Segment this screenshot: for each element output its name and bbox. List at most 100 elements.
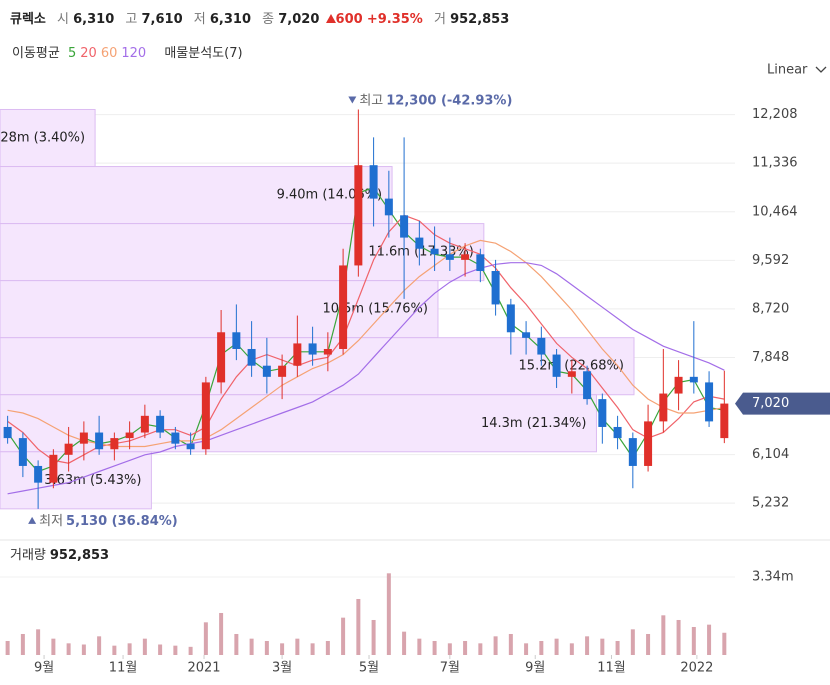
scale-mode[interactable]: Linear	[767, 63, 808, 78]
candle-body	[644, 421, 653, 466]
volume-bar	[264, 640, 269, 655]
volume-bar	[203, 622, 208, 655]
volume-bar	[722, 632, 727, 655]
volume-bar	[341, 617, 346, 655]
marker	[28, 516, 37, 524]
ma-line	[7, 214, 725, 464]
y-tick-label: 8,720	[752, 301, 789, 316]
candle-body	[689, 376, 698, 383]
candle-body	[567, 371, 576, 377]
candle-body	[430, 248, 439, 255]
x-tick-label: 11월	[109, 661, 138, 676]
candle-body	[476, 254, 485, 272]
candle-body	[64, 443, 73, 455]
x-tick-label: 5월	[359, 661, 379, 676]
candle-body	[415, 237, 424, 249]
volume-bar	[447, 643, 452, 655]
y-tick-label: 5,232	[752, 496, 789, 511]
candle-body	[156, 415, 165, 433]
x-tick-label: 2022	[680, 661, 713, 676]
field-value: 6,310	[73, 12, 115, 27]
volume-bar	[310, 643, 315, 655]
candle-body	[384, 198, 393, 216]
annotation-label: 최고	[359, 93, 383, 108]
volume-profile: 2.28m (3.40%)9.40m (14.06%)11.6m (17.33%…	[0, 108, 635, 510]
volume-title-value: 952,853	[50, 548, 109, 563]
volume-bar	[188, 646, 193, 655]
candle-body	[705, 382, 714, 422]
candle-body	[369, 165, 378, 199]
y-tick-label: 12,208	[752, 107, 798, 122]
legend-entry[interactable]: 60	[100, 46, 118, 61]
candle-body	[628, 438, 637, 466]
candle-body	[79, 432, 88, 444]
candle-body	[49, 454, 58, 483]
candle-body	[491, 271, 500, 305]
candle-body	[262, 365, 271, 377]
volume-bar	[402, 631, 407, 655]
annotation-label: 최저	[39, 513, 63, 528]
ma-legend: 5 20 60 120	[68, 46, 150, 61]
candle-body	[3, 426, 12, 439]
candle-body	[522, 332, 531, 338]
y-tick-label: 6,104	[752, 447, 789, 462]
volume-bar	[158, 644, 163, 655]
candle-body	[354, 165, 363, 266]
field-label: 거	[433, 12, 446, 27]
field-label: 저	[193, 12, 206, 27]
legend-entry[interactable]: 5	[67, 46, 77, 61]
profile-bar	[0, 337, 635, 396]
candle-body	[293, 343, 302, 366]
volume-bar	[508, 633, 513, 655]
volume-title-label: 거래량	[10, 548, 46, 563]
candle-body	[125, 432, 134, 439]
volume-bar	[524, 643, 529, 655]
volume-bar	[20, 633, 25, 655]
volume-bar	[691, 626, 696, 655]
volume-bar	[585, 636, 590, 655]
change: 600	[335, 12, 363, 27]
volume-bar	[219, 612, 224, 655]
candle-body	[445, 254, 454, 260]
volume-bar	[432, 640, 437, 655]
profile-bar	[0, 166, 393, 225]
candle-body	[323, 348, 332, 355]
candle-body	[232, 332, 241, 349]
candle-body	[18, 438, 27, 466]
ma-line	[7, 262, 725, 495]
volume-bar	[234, 633, 239, 655]
annotation-value: 5,130 (36.84%)	[66, 513, 178, 528]
candle-body	[506, 304, 515, 333]
price-tag-label: 7,020	[752, 396, 789, 411]
field-label: 시	[57, 12, 69, 27]
candle-body	[583, 371, 592, 400]
legend-entry[interactable]: 120	[121, 46, 147, 61]
y-tick-label: 3.34m	[752, 570, 794, 585]
volume-bar	[5, 640, 10, 655]
volume-bar	[173, 645, 178, 655]
field-value: 7,610	[141, 12, 183, 27]
x-tick-label: 9월	[525, 661, 545, 676]
volume-bar	[676, 619, 681, 655]
y-tick-label: 11,336	[752, 156, 798, 171]
volume-bar	[36, 629, 41, 655]
x-tick-label: 11월	[597, 661, 626, 676]
volume-bar	[661, 615, 666, 655]
candle-body	[537, 337, 546, 355]
profile-toggle[interactable]: 매물분석도(7)	[164, 46, 243, 61]
dropdown-chevron[interactable]	[815, 66, 827, 73]
stock-header: 큐렉소 시 6,310 고 7,610 저 6,310 종 7,020 600 …	[10, 8, 509, 27]
candle-body	[720, 403, 729, 439]
legend-entry[interactable]: 20	[80, 46, 97, 61]
ma-line	[7, 239, 725, 448]
candle-body	[171, 432, 180, 444]
candle-body	[34, 465, 43, 483]
candle-body	[613, 426, 622, 439]
field-value: 6,310	[209, 12, 252, 27]
volume-bar	[356, 598, 361, 655]
volume-bar	[51, 638, 56, 655]
candle-body	[659, 393, 668, 422]
x-tick-label: 9월	[34, 661, 54, 676]
volume-bar	[97, 636, 102, 655]
candle-body	[201, 382, 210, 450]
